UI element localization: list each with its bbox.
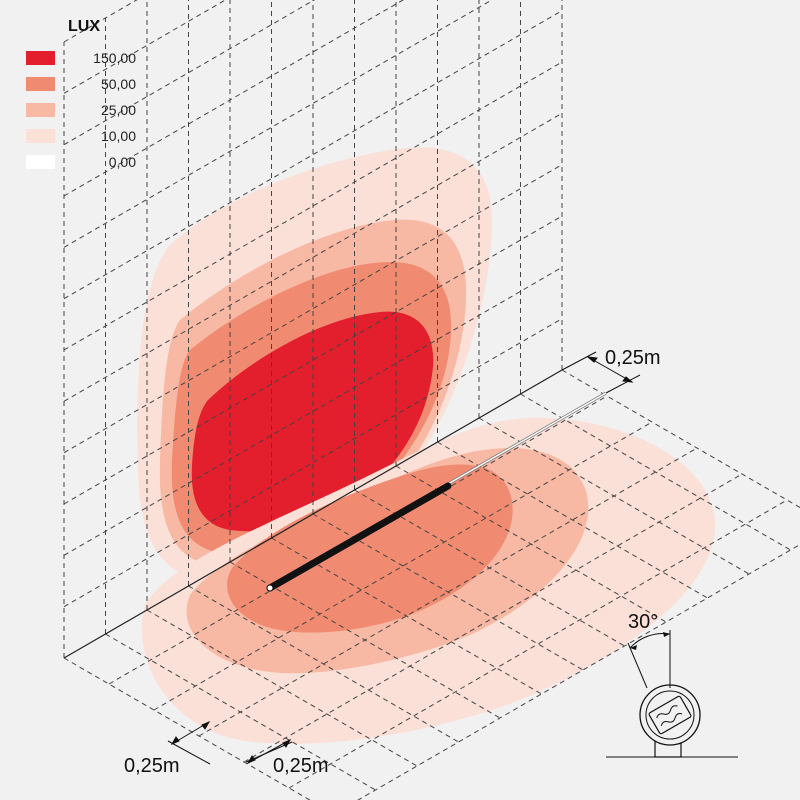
legend-value: 150,00 (93, 50, 136, 66)
legend-row: 25,00 (26, 102, 146, 120)
grid-line (288, 499, 788, 789)
legend-value: 0,00 (108, 154, 136, 170)
dimension-bottom-right (245, 738, 293, 765)
legend-value: 50,00 (100, 76, 136, 92)
legend-swatch (26, 129, 55, 143)
grid-line (63, 10, 563, 300)
legend-row: 150,00 (26, 50, 146, 68)
legend-value: 10,00 (100, 128, 136, 144)
grid-line (63, 164, 563, 454)
grid-line (63, 318, 563, 608)
grid-line (561, 369, 800, 509)
legend-swatch (26, 155, 55, 169)
fixture-body (266, 482, 452, 592)
grid-line (108, 395, 608, 685)
legend-swatch (26, 51, 55, 65)
legend-swatch (26, 77, 55, 91)
grid-line (520, 393, 791, 551)
fixture-cable-highlight (447, 392, 607, 485)
dimension-bottom-left-label: 0,25m (124, 755, 180, 777)
wall-grid (63, 0, 563, 658)
dimension-bottom-left (167, 720, 211, 765)
dimension-right-arrow-line (587, 356, 633, 383)
fixture-profile-section (606, 630, 738, 758)
grid-line (63, 61, 563, 351)
grid-line (153, 421, 653, 711)
fixture-end-cap (266, 584, 274, 592)
grid-line (63, 112, 563, 402)
grid-line (63, 266, 563, 556)
grid-line (63, 215, 563, 505)
floor-grid (63, 369, 800, 800)
dimension-bottom-right-label: 0,25m (273, 755, 329, 777)
grid-line (271, 537, 542, 695)
legend-title: LUX (68, 18, 100, 35)
legend-value: 25,00 (100, 102, 136, 118)
floor-illuminance-zones (141, 417, 716, 744)
grid-line (437, 441, 708, 599)
grid-line (243, 473, 743, 763)
legend-swatch (26, 103, 55, 117)
legend-row: 0,00 (26, 154, 146, 172)
grid-line (188, 585, 459, 743)
grid-line (395, 465, 667, 623)
grid-line (146, 609, 418, 767)
dimension-right-label: 0,25m (605, 347, 661, 369)
tilt-angle-label: 30° (628, 611, 658, 633)
legend-row: 50,00 (26, 76, 146, 94)
floor-zone-50-lux (227, 464, 513, 633)
legend-row: 10,00 (26, 128, 146, 146)
profile-tilt-reference (627, 642, 648, 689)
dimension-right (561, 351, 641, 394)
grid-line (198, 447, 698, 737)
wall-floor-edge (63, 369, 563, 659)
linear-led-fixture (266, 391, 607, 592)
profile-led-channel (648, 695, 692, 735)
grid-line (312, 513, 584, 671)
grid-line (63, 0, 493, 248)
grid-line (357, 543, 800, 800)
